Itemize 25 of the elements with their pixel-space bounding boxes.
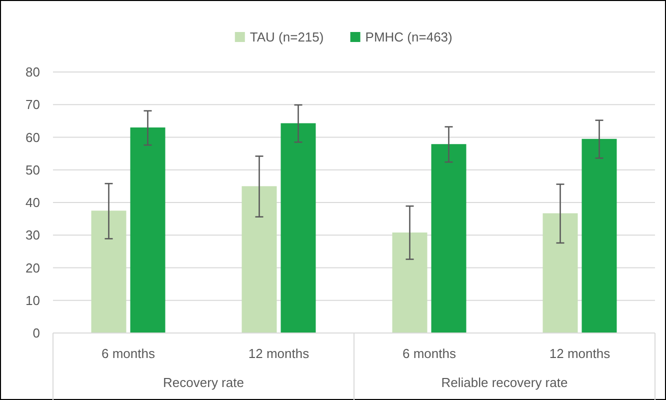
- bar: [431, 144, 466, 333]
- bar: [242, 186, 277, 333]
- legend-label: PMHC (n=463): [365, 30, 452, 45]
- text: Recovery rate: [163, 375, 244, 390]
- bar: [542, 213, 578, 333]
- y-tick-label: 60: [26, 130, 40, 145]
- bar: [91, 210, 126, 333]
- x-tick-label: 6 months: [402, 346, 456, 361]
- y-tick-label: 30: [26, 228, 40, 243]
- y-tick-label: 10: [26, 292, 40, 308]
- bar: [130, 127, 166, 333]
- x-tick-label: 12 months: [248, 346, 310, 361]
- y-tick-label: 80: [26, 64, 40, 80]
- bar: [582, 138, 617, 333]
- x-tick-label: 6 months: [102, 346, 156, 361]
- text: Reliable recovery rate: [441, 375, 568, 390]
- y-tick-label: 20: [26, 260, 40, 276]
- y-tick-label: 50: [26, 162, 40, 178]
- bar: [392, 232, 428, 333]
- y-tick-label: 0: [32, 326, 40, 341]
- y-tick-label: 40: [26, 195, 40, 210]
- y-tick-label: 70: [26, 97, 40, 112]
- legend-label: TAU (n=215): [250, 30, 324, 45]
- bar: [280, 123, 316, 333]
- x-tick-label: 12 months: [549, 346, 611, 361]
